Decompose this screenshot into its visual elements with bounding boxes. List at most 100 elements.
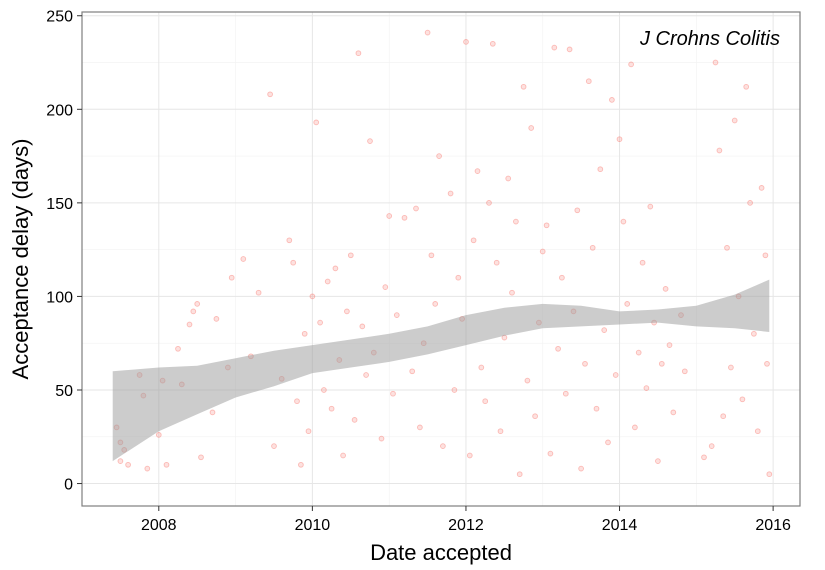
data-point — [528, 125, 535, 131]
data-point — [520, 83, 527, 90]
data-point — [294, 398, 300, 405]
data-point — [489, 40, 496, 47]
data-point — [198, 454, 204, 461]
data-point — [440, 443, 446, 449]
x-axis-ticks: 2008 2010 2012 2014 2016 — [141, 506, 791, 534]
data-point — [286, 237, 293, 244]
data-point — [209, 409, 216, 416]
data-point — [505, 175, 512, 182]
y-tick-label: 50 — [55, 383, 73, 400]
data-point — [355, 50, 362, 57]
y-tick-label: 200 — [46, 102, 73, 119]
data-point — [513, 218, 519, 225]
data-point — [163, 461, 170, 468]
data-point — [378, 435, 385, 442]
data-point — [478, 364, 485, 371]
data-point — [543, 222, 550, 229]
data-point — [155, 432, 162, 438]
data-point — [386, 213, 393, 219]
data-point — [463, 39, 469, 45]
data-point — [451, 387, 458, 393]
data-point — [497, 428, 504, 435]
data-point — [670, 409, 677, 416]
data-point — [347, 252, 354, 259]
y-tick-label: 250 — [46, 9, 73, 26]
data-point — [301, 330, 308, 337]
data-point — [720, 413, 727, 420]
data-point — [213, 316, 220, 322]
data-point — [589, 244, 596, 251]
data-point — [764, 360, 770, 367]
data-point — [593, 405, 600, 412]
data-point — [332, 265, 339, 272]
data-point — [401, 214, 408, 221]
data-point — [317, 319, 323, 326]
data-point — [728, 364, 734, 371]
data-point — [658, 360, 665, 367]
data-point — [628, 61, 634, 68]
data-point — [417, 424, 423, 431]
panel-background — [82, 12, 800, 506]
data-point — [432, 301, 439, 307]
data-point — [609, 97, 615, 103]
y-axis-title: Acceptance delay (days) — [8, 139, 33, 380]
data-point — [324, 278, 331, 285]
data-point — [144, 465, 151, 472]
data-point — [125, 461, 131, 468]
data-point — [194, 301, 201, 307]
data-point — [647, 203, 654, 210]
data-point — [662, 286, 669, 292]
data-point — [309, 293, 316, 300]
data-point — [413, 205, 419, 212]
data-point — [470, 237, 477, 244]
data-point — [574, 207, 581, 214]
data-point — [758, 185, 765, 191]
data-point — [624, 301, 631, 307]
data-point — [409, 368, 416, 375]
y-axis-ticks: 0 50 100 150 200 250 — [46, 9, 82, 494]
data-point — [190, 308, 197, 315]
data-point — [516, 471, 523, 478]
data-point — [298, 461, 304, 468]
data-point — [228, 274, 235, 281]
data-point — [724, 244, 730, 251]
confidence-band — [112, 279, 770, 462]
data-point — [390, 390, 396, 397]
data-point — [321, 387, 327, 393]
data-point — [751, 330, 757, 337]
data-point — [747, 200, 753, 206]
data-point — [455, 274, 462, 281]
data-point — [743, 83, 750, 90]
data-point — [701, 454, 707, 461]
x-tick-label: 2014 — [602, 517, 638, 534]
data-point — [367, 138, 373, 144]
data-point — [643, 385, 650, 391]
data-point — [474, 168, 481, 174]
data-point — [313, 119, 320, 126]
data-point — [716, 147, 723, 154]
data-point — [666, 342, 673, 348]
data-point — [612, 372, 619, 378]
data-point — [766, 471, 773, 478]
data-point — [582, 360, 588, 367]
x-tick-label: 2016 — [755, 517, 791, 534]
data-point — [616, 136, 623, 143]
data-point — [712, 59, 719, 66]
data-point — [117, 458, 124, 464]
data-point — [551, 44, 558, 51]
data-point — [731, 117, 738, 124]
data-point — [175, 345, 181, 352]
data-point — [597, 166, 604, 173]
data-point — [466, 452, 473, 459]
data-point — [328, 405, 335, 412]
data-point — [655, 458, 661, 464]
y-tick-label: 100 — [46, 289, 73, 306]
data-point — [585, 78, 592, 85]
data-point — [532, 413, 538, 420]
data-point — [340, 452, 346, 459]
data-point — [547, 450, 554, 457]
x-tick-label: 2012 — [448, 517, 484, 534]
grid-lines — [82, 12, 800, 506]
data-point — [447, 190, 454, 197]
data-point — [305, 428, 312, 435]
